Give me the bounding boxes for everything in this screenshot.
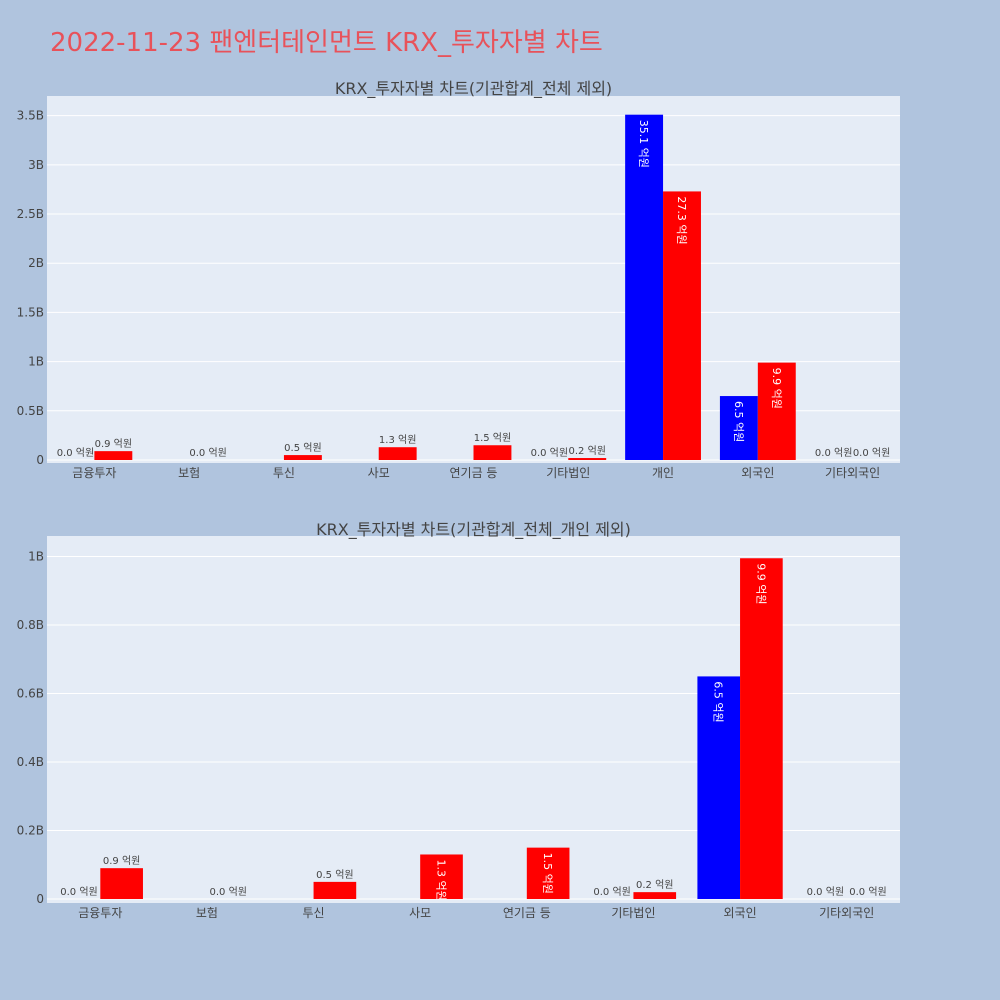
bar bbox=[378, 447, 417, 460]
bar bbox=[473, 445, 512, 460]
y-tick-label: 0.4B bbox=[17, 755, 44, 769]
x-tick-label: 기타법인 bbox=[546, 466, 590, 480]
x-tick-label: 연기금 등 bbox=[503, 906, 551, 920]
y-tick-label: 0 bbox=[36, 453, 44, 467]
y-tick-label: 0.2B bbox=[17, 824, 44, 838]
data-label: 0.0 억원 bbox=[60, 886, 97, 898]
x-tick-label: 사모 bbox=[409, 906, 431, 920]
data-label: 0.2 억원 bbox=[636, 879, 673, 891]
y-tick-label: 0.5B bbox=[17, 404, 44, 418]
bar bbox=[663, 191, 701, 460]
data-label: 0.0 억원 bbox=[57, 447, 94, 459]
y-tick-label: 2B bbox=[28, 256, 44, 270]
x-tick-label: 투신 bbox=[273, 466, 295, 480]
data-label: 27.3 억원 bbox=[675, 196, 688, 244]
data-label: 1.5 억원 bbox=[474, 432, 511, 444]
bar bbox=[283, 455, 322, 460]
bar bbox=[625, 114, 664, 460]
y-tick-label: 1.5B bbox=[17, 305, 44, 319]
x-tick-label: 보험 bbox=[178, 466, 200, 480]
data-label: 1.5 억원 bbox=[541, 853, 554, 894]
bar bbox=[568, 458, 607, 460]
data-label: 0.0 억원 bbox=[531, 447, 568, 459]
x-tick-label: 기타외국인 bbox=[825, 466, 880, 480]
y-tick-label: 3B bbox=[28, 158, 44, 172]
data-label: 0.0 억원 bbox=[849, 886, 886, 898]
data-label: 0.5 억원 bbox=[316, 869, 353, 881]
data-label: 0.9 억원 bbox=[103, 855, 140, 867]
bar bbox=[313, 881, 357, 899]
bar bbox=[697, 676, 741, 899]
data-label: 0.2 억원 bbox=[568, 445, 605, 457]
x-tick-label: 개인 bbox=[652, 466, 674, 480]
bar bbox=[740, 558, 783, 899]
y-tick-label: 0.8B bbox=[17, 618, 44, 632]
bar bbox=[757, 362, 796, 460]
y-tick-label: 0 bbox=[36, 892, 44, 906]
y-tick-label: 0.6B bbox=[17, 687, 44, 701]
y-tick-label: 1B bbox=[28, 355, 44, 369]
data-label: 0.9 억원 bbox=[95, 438, 132, 450]
x-tick-label: 기타법인 bbox=[611, 906, 655, 920]
data-label: 0.0 억원 bbox=[853, 447, 890, 459]
x-tick-label: 외국인 bbox=[724, 906, 757, 920]
data-label: 0.0 억원 bbox=[593, 886, 630, 898]
data-label: 6.5 억원 bbox=[732, 401, 745, 442]
data-label: 1.3 억원 bbox=[379, 434, 416, 446]
data-label: 0.0 억원 bbox=[189, 447, 226, 459]
data-label: 35.1 억원 bbox=[637, 120, 650, 168]
x-tick-label: 금융투자 bbox=[78, 906, 122, 920]
page-title: 2022-11-23 팬엔터테인먼트 KRX_투자자별 차트 bbox=[50, 28, 603, 58]
x-tick-label: 기타외국인 bbox=[819, 906, 874, 920]
x-tick-label: 사모 bbox=[368, 466, 390, 480]
bar bbox=[100, 868, 143, 899]
data-label: 9.9 억원 bbox=[754, 563, 767, 604]
x-tick-label: 금융투자 bbox=[72, 466, 116, 480]
data-label: 9.9 억원 bbox=[770, 368, 783, 409]
data-label: 6.5 억원 bbox=[712, 681, 725, 722]
bar bbox=[526, 847, 570, 899]
y-tick-label: 3.5B bbox=[17, 109, 44, 123]
x-tick-label: 외국인 bbox=[741, 466, 774, 480]
bar bbox=[94, 451, 133, 460]
chart-title: KRX_투자자별 차트(기관합계_전체 제외) bbox=[335, 79, 612, 99]
bar bbox=[719, 396, 758, 460]
chart-title: KRX_투자자별 차트(기관합계_전체_개인 제외) bbox=[316, 520, 631, 540]
x-tick-label: 투신 bbox=[303, 906, 325, 920]
data-label: 0.5 억원 bbox=[284, 442, 321, 454]
bar bbox=[420, 854, 463, 899]
data-label: 0.0 억원 bbox=[807, 886, 844, 898]
data-label: 0.0 억원 bbox=[210, 886, 247, 898]
y-tick-label: 2.5B bbox=[17, 207, 44, 221]
y-tick-label: 1B bbox=[28, 550, 44, 564]
data-label: 0.0 억원 bbox=[815, 447, 852, 459]
bar bbox=[633, 892, 677, 899]
data-label: 1.3 억원 bbox=[435, 859, 448, 900]
x-tick-label: 연기금 등 bbox=[450, 466, 498, 480]
x-tick-label: 보험 bbox=[196, 906, 218, 920]
